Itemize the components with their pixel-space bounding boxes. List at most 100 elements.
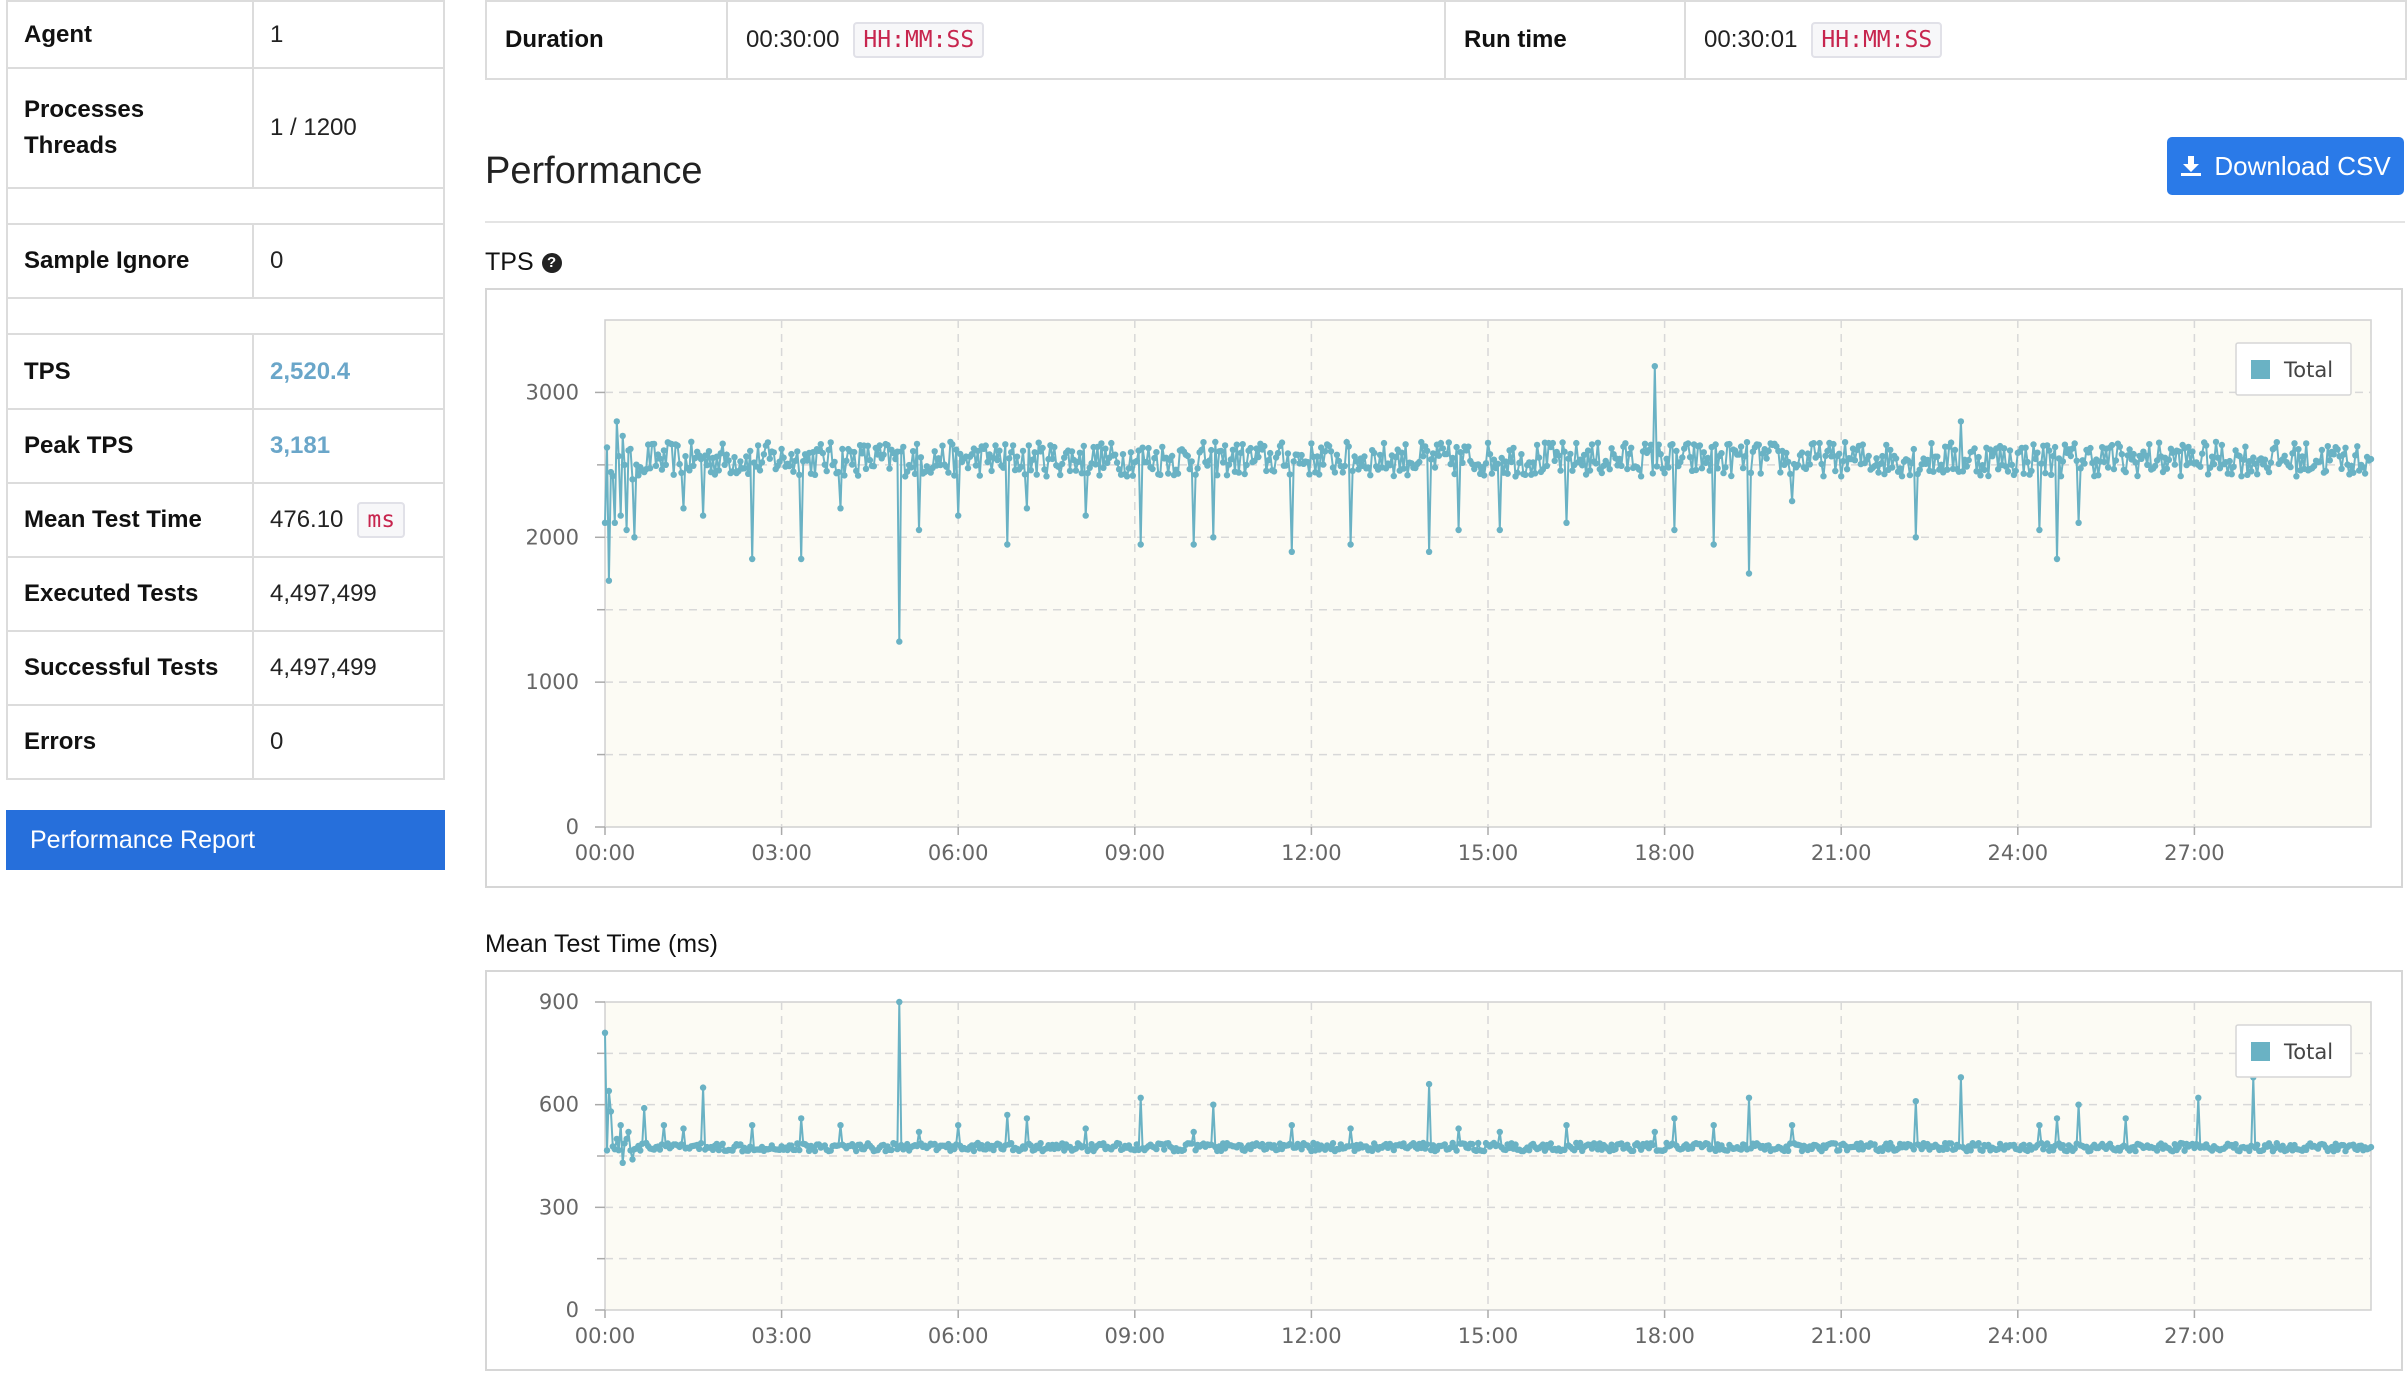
data-point [835, 468, 842, 476]
data-point [741, 465, 748, 472]
data-point [1096, 472, 1103, 479]
data-point [1082, 1125, 1089, 1132]
data-point [2071, 440, 2078, 447]
data-point [1995, 466, 2002, 473]
data-point [1068, 448, 1076, 455]
data-point [909, 448, 917, 455]
data-point [2348, 462, 2355, 470]
data-point [1478, 464, 1486, 471]
data-point [1804, 450, 1812, 457]
data-point [2153, 1147, 2161, 1154]
data-point [2061, 441, 2069, 448]
data-point [1594, 439, 1602, 446]
data-point [605, 1087, 613, 1095]
runtime-value: 00:30:01 [1704, 26, 1798, 53]
data-point [2295, 446, 2302, 453]
data-point [1975, 1140, 1982, 1147]
data-point [2132, 1147, 2139, 1155]
data-point [825, 446, 832, 454]
data-point [2189, 448, 2196, 455]
download-csv-button[interactable]: Download CSV [2167, 137, 2404, 195]
data-point [613, 1135, 620, 1143]
data-point [1649, 1141, 1657, 1149]
data-point [1127, 449, 1135, 456]
data-point [2130, 450, 2137, 458]
data-point [1325, 442, 1333, 450]
data-point [2004, 468, 2012, 475]
data-point [1392, 454, 1399, 461]
data-point [1219, 459, 1227, 466]
data-point [1418, 438, 1425, 446]
data-point [1482, 460, 1490, 467]
data-point [1898, 473, 1906, 480]
data-point [1425, 1080, 1433, 1088]
data-point [688, 438, 695, 445]
data-point [2034, 449, 2041, 456]
series-points-total [601, 998, 2375, 1166]
data-point [2057, 473, 2065, 480]
data-point [1137, 1094, 1144, 1101]
data-point [1194, 465, 1201, 472]
summary-row-executed-tests: Executed Tests 4,497,499 [6, 556, 445, 632]
data-point [1441, 1141, 1448, 1148]
x-tick-label: 12:00 [1281, 1324, 1342, 1348]
data-point [2020, 1141, 2027, 1148]
data-point [974, 447, 981, 455]
data-point [1579, 462, 1586, 469]
data-point [2334, 446, 2341, 453]
data-point [2232, 447, 2239, 454]
summary-row-sample-ignore: Sample Ignore 0 [6, 223, 445, 299]
data-point [796, 471, 803, 478]
question-circle-icon[interactable]: ? [541, 252, 562, 273]
data-point [1981, 466, 1988, 474]
data-point [717, 450, 724, 457]
data-point [1840, 457, 1847, 465]
data-point [747, 447, 754, 455]
summary-value: 476.10 ms [252, 482, 445, 558]
duration-format-badge: HH:MM:SS [853, 22, 985, 58]
data-point [1508, 458, 1515, 466]
data-point [752, 463, 760, 470]
data-point [1013, 453, 1021, 460]
data-point [1229, 446, 1237, 453]
data-point [996, 447, 1003, 454]
data-point [2265, 468, 2273, 476]
data-point [1832, 467, 1839, 475]
data-point [1080, 1143, 1087, 1150]
data-point [1143, 459, 1150, 466]
data-point [2144, 461, 2151, 468]
data-point [2053, 1115, 2061, 1122]
data-point [1188, 458, 1195, 465]
data-point [1367, 472, 1374, 479]
data-point [2197, 463, 2204, 470]
data-point [1755, 441, 1763, 448]
data-point [1879, 452, 1886, 460]
data-point [1027, 467, 1034, 474]
data-point [1351, 453, 1358, 460]
data-point [911, 470, 919, 478]
data-point [1745, 1094, 1753, 1101]
data-point [2330, 451, 2337, 458]
summary-key: Executed Tests [6, 556, 254, 632]
data-point [2012, 467, 2020, 475]
data-point [1618, 1140, 1625, 1147]
data-point [951, 472, 958, 479]
data-point [2310, 462, 2318, 470]
data-point [900, 443, 907, 451]
data-point [1002, 441, 1009, 448]
data-point [2171, 461, 2178, 468]
performance-report-button[interactable]: Performance Report [6, 810, 445, 870]
summary-key: TPS [6, 333, 254, 410]
data-point [858, 450, 866, 457]
x-tick-label: 15:00 [1458, 841, 1519, 865]
data-point [1588, 441, 1596, 448]
data-point [1480, 472, 1488, 479]
data-point [745, 470, 752, 477]
data-point [2126, 446, 2133, 453]
data-point [2287, 463, 2294, 471]
data-point [968, 451, 976, 458]
data-point [1369, 1147, 1376, 1154]
data-point [843, 457, 850, 464]
data-point [2322, 467, 2330, 475]
data-point [1345, 443, 1352, 450]
